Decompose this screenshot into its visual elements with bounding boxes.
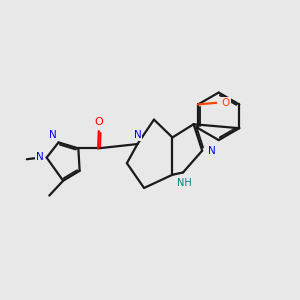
Text: N: N: [134, 130, 141, 140]
Text: N: N: [208, 146, 216, 156]
Text: N: N: [36, 152, 44, 162]
Text: NH: NH: [177, 178, 192, 188]
Text: O: O: [94, 117, 103, 127]
Text: O: O: [221, 98, 230, 108]
Text: N: N: [49, 130, 57, 140]
